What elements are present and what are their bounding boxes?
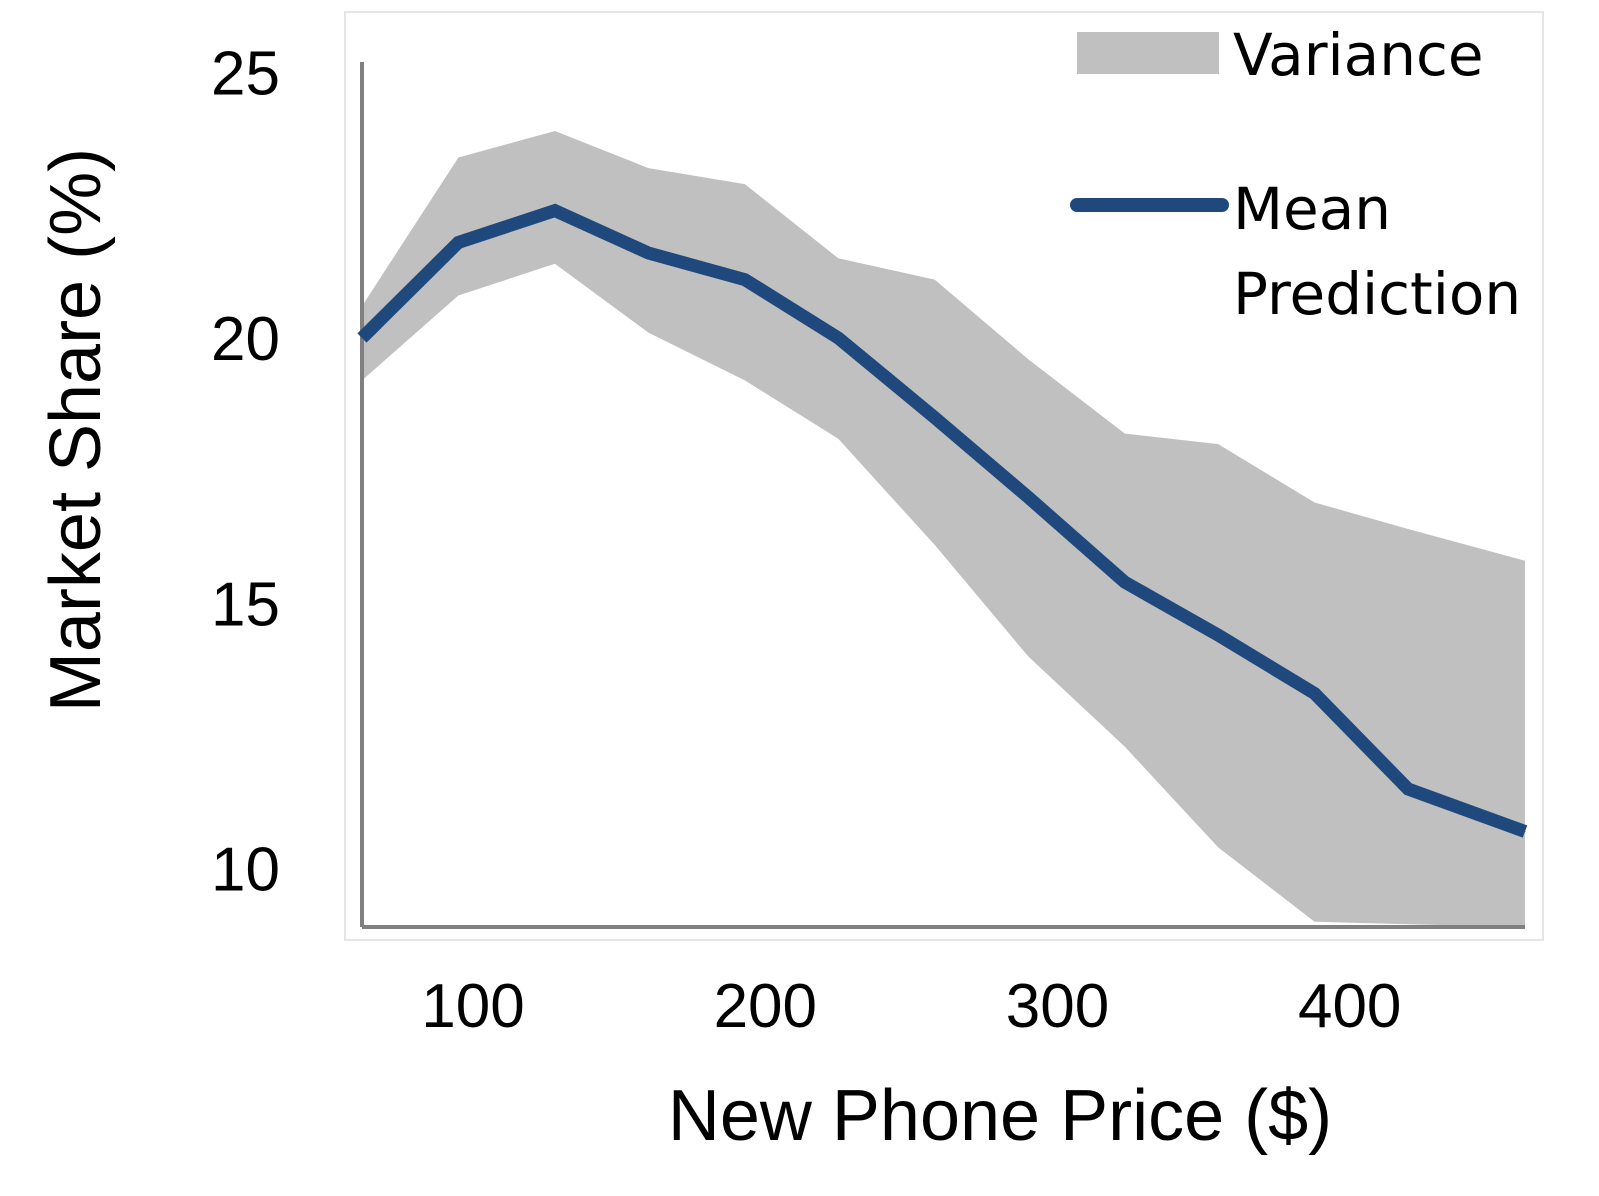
mean-prediction-point xyxy=(647,252,649,254)
legend-variance-label: Variance xyxy=(1233,21,1484,89)
x-tick-label: 300 xyxy=(1006,972,1109,1041)
x-tick-labels: 100 200 300 400 xyxy=(421,972,1401,1041)
mean-prediction-point xyxy=(457,241,459,243)
mean-prediction-point xyxy=(1314,693,1316,694)
axes xyxy=(360,62,1525,929)
legend-mean-label-line2: Prediction xyxy=(1233,260,1521,328)
mean-prediction-point xyxy=(1124,581,1126,583)
y-tick-label: 20 xyxy=(211,305,280,374)
variance-band-layer xyxy=(362,131,1525,927)
mean-prediction-point xyxy=(1407,788,1409,790)
plot-frame xyxy=(344,11,1544,941)
legend: Variance Mean Prediction xyxy=(1070,21,1521,328)
variance-band xyxy=(362,131,1525,927)
mean-prediction-point xyxy=(744,279,746,281)
legend-variance-swatch xyxy=(1077,32,1219,74)
mean-prediction-point xyxy=(1217,634,1219,636)
mean-prediction-point xyxy=(1027,496,1029,498)
mean-prediction-point xyxy=(361,337,363,339)
x-tick-label: 100 xyxy=(421,972,524,1041)
mean-prediction-point xyxy=(1524,831,1526,832)
mean-line-layer xyxy=(357,203,1528,838)
x-tick-label: 200 xyxy=(714,972,817,1041)
y-tick-label: 25 xyxy=(211,40,280,109)
mean-prediction-point xyxy=(934,417,936,419)
legend-mean-label-line1: Mean xyxy=(1233,175,1391,243)
mean-prediction-point xyxy=(554,210,556,212)
y-axis-title: Market Share (%) xyxy=(36,148,116,712)
mean-prediction-point xyxy=(837,337,839,339)
y-tick-label: 15 xyxy=(211,570,280,639)
y-tick-label: 10 xyxy=(211,836,280,905)
x-axis-title: New Phone Price ($) xyxy=(668,1076,1332,1156)
y-tick-labels: 10 15 20 25 xyxy=(211,40,280,905)
x-tick-label: 400 xyxy=(1298,972,1401,1041)
